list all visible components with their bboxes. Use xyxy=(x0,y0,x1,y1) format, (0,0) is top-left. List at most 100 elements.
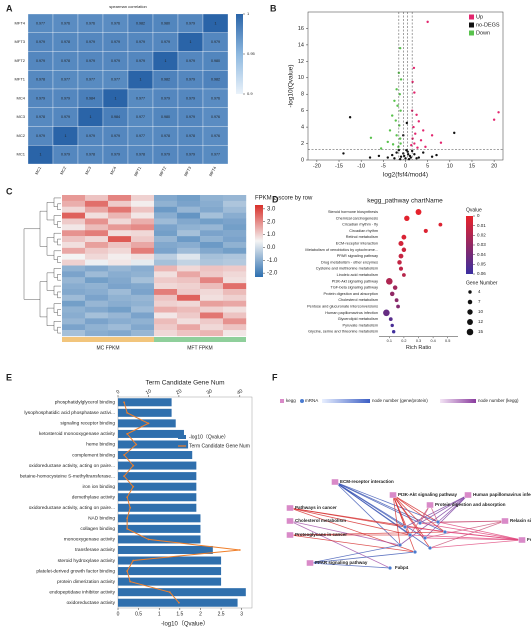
bubble xyxy=(404,215,410,221)
heatmap-cell xyxy=(177,195,201,202)
bar xyxy=(118,535,201,544)
line-point xyxy=(132,485,135,488)
x-tick-label: 2 xyxy=(199,611,202,617)
cell-label: 0.979 xyxy=(186,153,195,157)
size-legend-label: 7 xyxy=(478,299,481,304)
cell-label: 0.979 xyxy=(61,153,70,157)
colorbar xyxy=(255,205,263,277)
x-tick-label: 1.5 xyxy=(176,611,183,617)
legend-label: Up xyxy=(476,14,483,20)
heatmap-cell xyxy=(85,283,109,290)
point xyxy=(377,154,381,158)
heatmap-cell xyxy=(200,265,224,272)
kegg-node xyxy=(306,559,314,567)
cell-label: 0.980 xyxy=(161,21,170,25)
cell-label: 0.978 xyxy=(86,153,95,157)
line-point xyxy=(123,401,125,404)
bubble xyxy=(396,304,400,309)
heatmap-cell xyxy=(85,277,109,284)
point xyxy=(422,151,425,154)
point xyxy=(411,80,414,84)
heatmap-cell xyxy=(62,259,86,266)
category-label: Circadian rhythm xyxy=(349,229,378,233)
heatmap-cell xyxy=(62,330,86,337)
colorbar-label: 0.06 xyxy=(477,271,486,276)
point xyxy=(398,137,402,140)
heatmap-cell xyxy=(131,289,155,296)
row-label: MFT3 xyxy=(15,39,26,44)
heatmap-cell xyxy=(200,312,224,319)
heatmap-cell xyxy=(85,324,109,331)
kegg-label: Human papillomavirus infect xyxy=(473,492,531,497)
cell-label: 0.979 xyxy=(186,78,195,82)
heatmap-cell xyxy=(108,300,132,307)
point xyxy=(386,156,389,159)
edge xyxy=(289,520,401,546)
heatmap-cell xyxy=(200,212,224,219)
point xyxy=(416,146,419,149)
cell-label: 0.978 xyxy=(161,134,170,138)
heatmap-cell xyxy=(131,324,155,331)
heatmap-cell xyxy=(131,271,155,278)
category-label: monooxygenase activity xyxy=(64,537,116,543)
heatmap-cell xyxy=(108,306,132,313)
x-axis-label: log2(fsf4/mod4) xyxy=(383,172,428,179)
cell-label: 0.977 xyxy=(136,96,145,100)
heatmap-cell xyxy=(200,294,224,301)
point xyxy=(426,20,429,24)
cell-label: 0.977 xyxy=(36,21,45,25)
edge xyxy=(309,551,416,564)
heatmap-cell xyxy=(108,289,132,296)
y-tick-label: 8 xyxy=(301,92,304,98)
cell-label: 0.977 xyxy=(86,78,95,82)
kegg-label: Foca xyxy=(527,537,531,542)
heatmap-cell xyxy=(200,195,224,202)
heatmap-cell xyxy=(85,247,109,254)
category-label: Glycerolipid metabolism xyxy=(338,317,378,321)
point xyxy=(413,91,416,94)
cell-label: 1 xyxy=(215,21,217,25)
x-axis-label: Rich Ratio xyxy=(406,345,431,351)
colorbar-label: 2.0 xyxy=(267,219,276,225)
group-bar xyxy=(62,337,154,342)
kegg-node xyxy=(501,517,509,525)
panel-label: A xyxy=(6,3,13,13)
heatmap-cell xyxy=(177,300,201,307)
category-label: phosphatidylglycerol binding xyxy=(55,400,116,406)
heatmap-cell xyxy=(223,277,247,284)
line-point xyxy=(126,411,129,414)
cell-label: 0.979 xyxy=(61,115,70,119)
line-point xyxy=(132,464,135,467)
cell-label: 0.982 xyxy=(136,21,145,25)
colorbar-label: 0.05 xyxy=(477,262,486,267)
category-label: Cholesterol metabolism xyxy=(338,298,378,302)
colorbar-label: 0.0 xyxy=(267,245,276,251)
category-label: oxidoreductase activity, acting on paire… xyxy=(29,505,115,511)
kegg-label: PI3K-Akt signaling pathway xyxy=(398,492,458,497)
colorbar-label: 0.04 xyxy=(477,252,486,257)
heatmap-cell xyxy=(200,318,224,325)
legend-swatch xyxy=(469,14,474,20)
heatmap-cell xyxy=(177,271,201,278)
edge xyxy=(419,522,523,541)
category-label: iron ion binding xyxy=(82,484,115,490)
heatmap-cell xyxy=(154,236,178,243)
line-point xyxy=(126,517,129,520)
heatmap-cell xyxy=(223,195,247,202)
size-legend-mark xyxy=(466,328,474,336)
cell-label: 0.980 xyxy=(211,59,220,63)
chart-title: kegg_pathway chartName xyxy=(367,198,443,205)
cell-label: 0.979 xyxy=(36,96,45,100)
legend-swatch xyxy=(178,435,186,439)
cell-label: 0.977 xyxy=(136,115,145,119)
heatmap-cell xyxy=(131,330,155,337)
heatmap-cell xyxy=(177,224,201,231)
line-point xyxy=(135,443,138,446)
cell-label: 0.976 xyxy=(211,115,220,119)
edge xyxy=(399,494,469,546)
heatmap-cell xyxy=(200,253,224,260)
heatmap-cell xyxy=(85,230,109,237)
heatmap-cell xyxy=(108,294,132,301)
